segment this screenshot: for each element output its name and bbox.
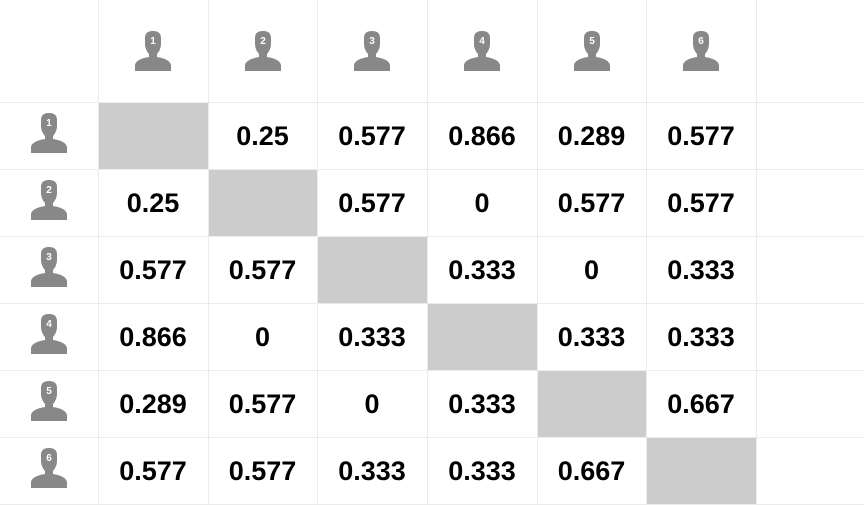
column-header-user-2: 2 <box>207 0 318 103</box>
empty-cell <box>755 169 864 237</box>
svg-text:2: 2 <box>260 36 266 47</box>
user-icon: 6 <box>683 31 719 71</box>
svg-text:1: 1 <box>150 36 156 47</box>
empty-cell <box>755 236 864 304</box>
similarity-cell: 0.577 <box>645 169 757 237</box>
corner-cell <box>0 0 99 103</box>
similarity-cell: 0.667 <box>536 437 647 505</box>
diagonal-cell <box>316 236 428 304</box>
header-row: 1 2 3 4 5 6 <box>0 0 864 103</box>
similarity-cell: 0.577 <box>207 370 318 438</box>
similarity-cell: 0.333 <box>426 437 538 505</box>
diagonal-cell <box>426 303 538 371</box>
matrix-row: 1 0.25 0.577 0.866 0.289 0.577 <box>0 102 864 170</box>
column-header-user-6: 6 <box>645 0 757 103</box>
user-icon: 5 <box>573 31 610 71</box>
user-icon: 4 <box>30 313 67 354</box>
svg-text:5: 5 <box>589 36 595 47</box>
empty-cell <box>755 0 864 103</box>
column-header-user-3: 3 <box>316 0 428 103</box>
svg-text:1: 1 <box>46 118 52 129</box>
similarity-cell: 0.577 <box>97 236 209 304</box>
user-icon: 6 <box>30 447 67 488</box>
user-icon: 4 <box>464 31 500 71</box>
empty-cell <box>755 370 864 438</box>
similarity-cell: 0.333 <box>316 437 428 505</box>
column-header-user-1: 1 <box>97 0 209 103</box>
user-icon: 3 <box>30 246 67 287</box>
similarity-cell: 0.577 <box>207 437 318 505</box>
empty-cell <box>755 102 864 170</box>
diagonal-cell <box>207 169 318 237</box>
column-header-user-4: 4 <box>426 0 538 103</box>
similarity-cell: 0 <box>426 169 538 237</box>
row-header-user-3: 3 <box>0 236 99 304</box>
matrix-row: 6 0.577 0.577 0.333 0.333 0.667 <box>0 437 864 505</box>
similarity-cell: 0.333 <box>316 303 428 371</box>
svg-text:5: 5 <box>46 386 52 397</box>
similarity-cell: 0.866 <box>97 303 209 371</box>
row-header-user-4: 4 <box>0 303 99 371</box>
similarity-cell: 0.577 <box>645 102 757 170</box>
matrix-row: 4 0.866 0 0.333 0.333 0.333 <box>0 303 864 371</box>
user-icon: 3 <box>354 31 390 71</box>
svg-text:4: 4 <box>479 36 485 47</box>
empty-cell <box>755 437 864 505</box>
similarity-cell: 0.333 <box>536 303 647 371</box>
similarity-cell: 0.866 <box>426 102 538 170</box>
similarity-cell: 0.577 <box>97 437 209 505</box>
row-header-user-2: 2 <box>0 169 99 237</box>
similarity-cell: 0.667 <box>645 370 757 438</box>
user-icon: 2 <box>30 179 67 220</box>
svg-text:6: 6 <box>46 453 52 464</box>
similarity-cell: 0.333 <box>645 303 757 371</box>
empty-cell <box>755 303 864 371</box>
similarity-cell: 0.289 <box>97 370 209 438</box>
similarity-cell: 0.333 <box>426 370 538 438</box>
matrix-row: 3 0.577 0.577 0.333 0 0.333 <box>0 236 864 304</box>
similarity-cell: 0.577 <box>207 236 318 304</box>
user-icon: 2 <box>244 31 281 71</box>
matrix-row: 2 0.25 0.577 0 0.577 0.577 <box>0 169 864 237</box>
user-icon: 5 <box>30 380 67 421</box>
column-header-user-5: 5 <box>536 0 647 103</box>
similarity-cell: 0.333 <box>426 236 538 304</box>
similarity-cell: 0.577 <box>536 169 647 237</box>
similarity-cell: 0.333 <box>645 236 757 304</box>
svg-text:4: 4 <box>46 319 52 330</box>
svg-text:3: 3 <box>46 252 52 263</box>
similarity-cell: 0.289 <box>536 102 647 170</box>
user-icon: 1 <box>30 112 67 153</box>
svg-text:6: 6 <box>698 36 704 47</box>
svg-text:2: 2 <box>46 185 52 196</box>
row-header-user-5: 5 <box>0 370 99 438</box>
diagonal-cell <box>645 437 757 505</box>
row-header-user-1: 1 <box>0 102 99 170</box>
similarity-cell: 0 <box>316 370 428 438</box>
similarity-cell: 0.25 <box>97 169 209 237</box>
diagonal-cell <box>536 370 647 438</box>
similarity-cell: 0.577 <box>316 169 428 237</box>
diagonal-cell <box>97 102 209 170</box>
svg-text:3: 3 <box>369 36 375 47</box>
row-header-user-6: 6 <box>0 437 99 505</box>
similarity-cell: 0 <box>536 236 647 304</box>
similarity-cell: 0.25 <box>207 102 318 170</box>
user-icon: 1 <box>135 31 171 71</box>
similarity-cell: 0 <box>207 303 318 371</box>
matrix-row: 5 0.289 0.577 0 0.333 0.667 <box>0 370 864 438</box>
similarity-cell: 0.577 <box>316 102 428 170</box>
